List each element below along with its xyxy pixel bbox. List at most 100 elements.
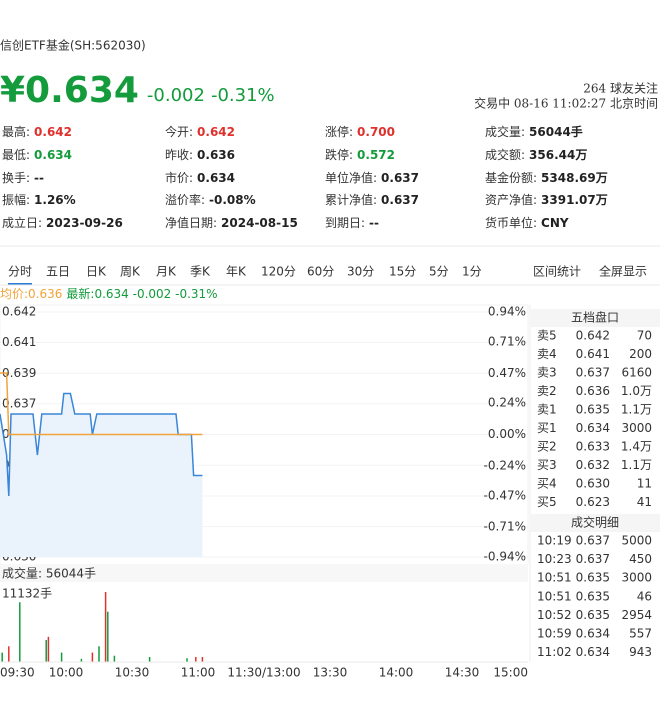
book-label: 卖1 <box>537 403 557 417</box>
trade-price: 0.637 <box>576 534 610 548</box>
stat: 成交量: 56044手 <box>485 124 583 139</box>
x-tick-label: 13:30 <box>313 666 348 680</box>
period-tab[interactable]: 五日 <box>46 265 70 279</box>
book-price: 0.635 <box>576 403 610 417</box>
stat-value: 0.634 <box>34 148 72 162</box>
period-tab[interactable]: 15分 <box>389 265 416 279</box>
y2-tick-label: -0.71% <box>484 520 526 534</box>
trade-volume: 46 <box>637 589 652 603</box>
period-tab[interactable]: 分时 <box>8 265 32 279</box>
latest-price: 最新:0.634 -0.002 -0.31% <box>66 286 217 301</box>
trade-time: 10:23 <box>537 552 572 566</box>
stat-label: 货币单位: <box>485 215 537 230</box>
stat-value: 0.634 <box>197 171 235 185</box>
stat-label: 资产净值: <box>485 192 537 207</box>
book-label: 卖4 <box>537 347 557 361</box>
stat: 涨停: 0.700 <box>325 124 395 139</box>
period-tab[interactable]: 年K <box>226 265 247 279</box>
volume-tick-label: 11132手 <box>2 587 52 601</box>
book-volume: 6160 <box>621 366 652 380</box>
stat-label: 累计净值: <box>325 192 377 207</box>
book-volume: 11 <box>637 477 652 491</box>
trade-price: 0.637 <box>576 552 610 566</box>
volume-bar <box>47 636 50 662</box>
volume-bar <box>45 639 47 662</box>
period-tab[interactable]: 1分 <box>462 265 482 279</box>
trade-volume: 5000 <box>621 534 652 548</box>
stat: 货币单位: CNY <box>485 215 569 230</box>
period-tab[interactable]: 30分 <box>347 265 374 279</box>
stat: 昨收: 0.636 <box>165 148 235 162</box>
stat-label: 基金份额: <box>485 170 537 185</box>
volume-bar <box>104 592 107 662</box>
stat: 最低: 0.634 <box>2 148 72 162</box>
period-tab[interactable]: 日K <box>86 265 107 279</box>
x-tick-label: 11:00 <box>181 666 216 680</box>
volume-bar <box>148 656 151 662</box>
trades-title: 成交明细 <box>571 515 619 530</box>
period-tab[interactable]: 60分 <box>307 265 334 279</box>
trade-volume: 2954 <box>621 608 652 622</box>
book-volume: 1.4万 <box>621 440 652 454</box>
stat-value: CNY <box>541 216 569 230</box>
period-tab[interactable]: 周K <box>120 265 141 279</box>
stat-label: 今开: <box>165 124 193 139</box>
stat-label: 成立日: <box>2 215 42 230</box>
book-price: 0.623 <box>576 495 610 509</box>
y2-tick-label: -0.47% <box>484 488 526 502</box>
trade-status: 交易中 08-16 11:02:27 北京时间 <box>474 96 658 111</box>
book-volume: 200 <box>629 347 652 361</box>
avg-price: 均价:0.636 <box>0 287 62 301</box>
stat-value: 0.572 <box>357 148 395 162</box>
stat-value: 0.642 <box>197 125 235 139</box>
book-price: 0.633 <box>576 440 610 454</box>
trade-price: 0.635 <box>576 571 610 585</box>
period-tab[interactable]: 季K <box>190 265 211 279</box>
y-tick-label: 0.639 <box>2 366 36 380</box>
stat: 振幅: 1.26% <box>2 192 76 207</box>
book-volume: 3000 <box>621 421 652 435</box>
book-label: 卖5 <box>537 329 557 343</box>
volume-bar <box>80 658 83 662</box>
trade-price: 0.634 <box>576 627 610 641</box>
stat-value: 0.700 <box>357 125 395 139</box>
book-volume: 1.1万 <box>621 458 652 472</box>
period-tab[interactable]: 月K <box>156 265 177 279</box>
stat-value: 0.637 <box>381 193 419 207</box>
tool-link[interactable]: 区间统计 <box>533 265 581 279</box>
trade-time: 11:02 <box>537 645 572 659</box>
price-line: ¥0.634 -0.002 -0.31% <box>0 70 275 111</box>
volume-bar <box>195 656 197 662</box>
stat-label: 到期日: <box>325 216 365 230</box>
stat-value: 0.637 <box>381 171 419 185</box>
y2-tick-label: 0.94% <box>488 305 526 319</box>
stat: 到期日: -- <box>325 216 379 230</box>
stat: 市价: 0.634 <box>165 170 235 185</box>
stat-value: 2024-08-15 <box>221 216 298 230</box>
stat-label: 涨停: <box>325 124 353 139</box>
stat-value: -- <box>34 171 44 185</box>
stat: 成立日: 2023-09-26 <box>2 215 123 230</box>
period-tab[interactable]: 5分 <box>429 265 449 279</box>
trade-time: 10:52 <box>537 608 572 622</box>
chart-legend: 均价:0.636 最新:0.634 -0.002 -0.31% <box>0 286 218 301</box>
x-tick-label: 10:30 <box>115 666 150 680</box>
stat: 跌停: 0.572 <box>325 147 395 162</box>
price-area <box>0 393 203 557</box>
volume-bar <box>91 652 94 662</box>
stat: 成交额: 356.44万 <box>485 147 587 162</box>
book-volume: 1.1万 <box>621 403 652 417</box>
stat-value: 0.642 <box>34 125 72 139</box>
order-book-title: 五档盘口 <box>571 310 619 325</box>
stat: 基金份额: 5348.69万 <box>485 170 608 185</box>
stat-value: 0.636 <box>197 148 235 162</box>
tool-link[interactable]: 全屏显示 <box>599 264 647 279</box>
book-label: 买5 <box>537 495 557 509</box>
period-tab[interactable]: 120分 <box>261 265 296 279</box>
change-pct: -0.31% <box>211 85 275 106</box>
trade-volume: 3000 <box>621 571 652 585</box>
volume-bar <box>98 646 100 662</box>
stat-value: -0.08% <box>209 193 256 207</box>
change: -0.002 <box>147 85 205 106</box>
